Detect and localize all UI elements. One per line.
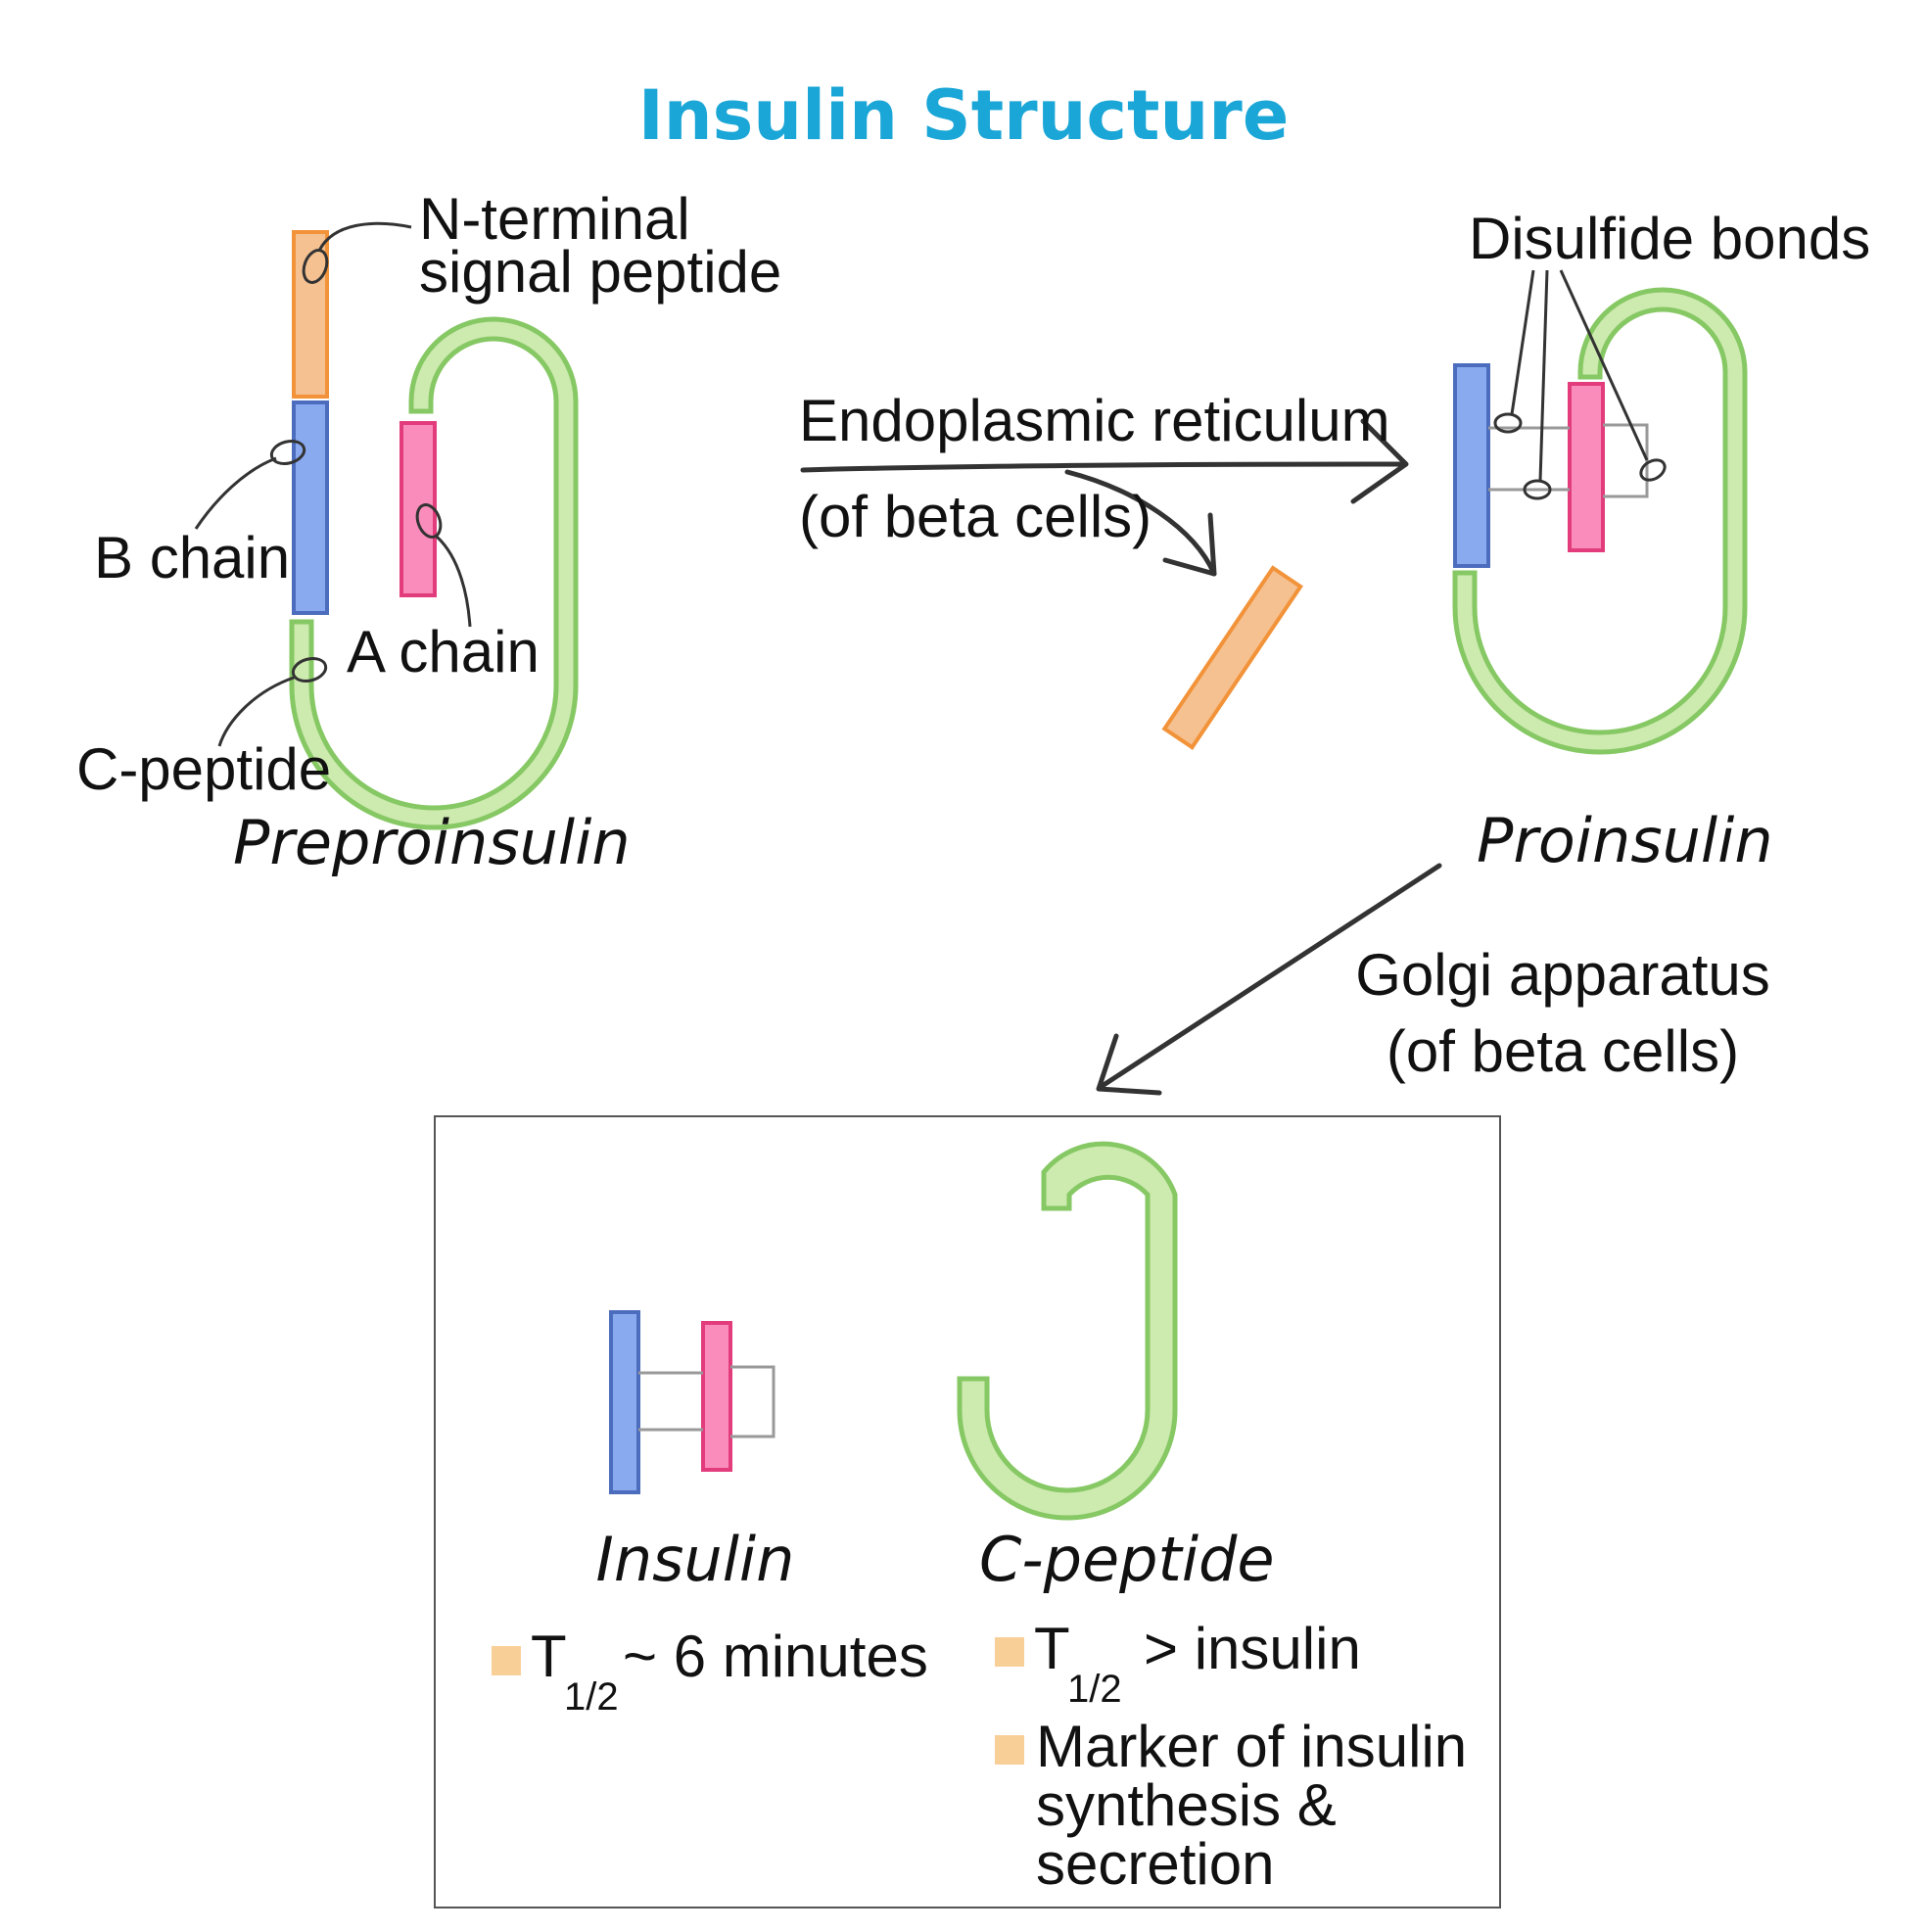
er-step-label-line2: (of beta cells): [799, 484, 1152, 549]
insulin-name: Insulin: [596, 1524, 795, 1595]
b-chain-bar: [292, 401, 329, 615]
bullet: [995, 1637, 1024, 1667]
preproinsulin-name: Preproinsulin: [233, 807, 631, 878]
insulin-molecule: [609, 1310, 776, 1494]
proinsulin-a-chain: [1568, 382, 1605, 552]
er-step-label: Endoplasmic reticulum: [799, 388, 1390, 453]
bullet: [995, 1735, 1024, 1765]
insulin-a-chain: [701, 1321, 732, 1472]
er-arrow: [800, 418, 1409, 577]
half-life-symbol: T: [531, 1624, 567, 1689]
c-peptide-name: C-peptide: [979, 1524, 1275, 1595]
insulin-b-chain: [609, 1310, 640, 1494]
preproinsulin-molecule: [289, 230, 579, 830]
bullet: [492, 1646, 521, 1675]
proinsulin-disulfide-bonds: [1488, 423, 1649, 498]
signal-peptide-label-line2: signal peptide: [419, 239, 781, 305]
disulfide-leaders: [1493, 269, 1667, 500]
preproinsulin-c-peptide-loop: [289, 316, 579, 830]
b-chain-label: B chain: [94, 525, 290, 590]
products-box: [434, 1115, 1501, 1908]
cleaved-signal-peptide: [1161, 565, 1303, 750]
c-peptide-note-half-life: T 1/2 > insulin: [995, 1616, 1361, 1711]
marker-line2: synthesis &: [1036, 1772, 1337, 1838]
a-chain-label: A chain: [347, 619, 540, 684]
disulfide-bonds-label: Disulfide bonds: [1469, 206, 1870, 271]
proinsulin-c-peptide-loop: [1452, 287, 1748, 755]
half-life-value: > insulin: [1144, 1616, 1361, 1681]
marker-line3: secretion: [1036, 1831, 1274, 1897]
marker-line1: Marker of insulin: [1036, 1714, 1467, 1779]
half-life-value: ~ 6 minutes: [623, 1624, 928, 1689]
insulin-note-half-life: T 1/2 ~ 6 minutes: [492, 1624, 928, 1719]
free-c-peptide-loop: [957, 1141, 1178, 1521]
preproinsulin-leaders: [194, 221, 472, 747]
proinsulin-name: Proinsulin: [1477, 805, 1773, 876]
half-life-subscript: 1/2: [564, 1675, 619, 1719]
c-peptide-label: C-peptide: [76, 736, 331, 802]
page-title: Insulin Structure: [638, 75, 1290, 156]
signal-peptide-label: N-terminal: [419, 186, 690, 252]
golgi-step-label-line2: (of beta cells): [1386, 1018, 1739, 1084]
golgi-arrow: [1096, 863, 1442, 1096]
golgi-step-label: Golgi apparatus: [1355, 942, 1770, 1008]
proinsulin-b-chain: [1453, 363, 1490, 568]
proinsulin-molecule: [1452, 287, 1748, 755]
signal-peptide-bar: [292, 230, 329, 399]
half-life-symbol: T: [1034, 1616, 1070, 1681]
c-peptide-note-marker: Marker of insulin synthesis & secretion: [995, 1714, 1467, 1897]
half-life-subscript: 1/2: [1067, 1668, 1122, 1711]
